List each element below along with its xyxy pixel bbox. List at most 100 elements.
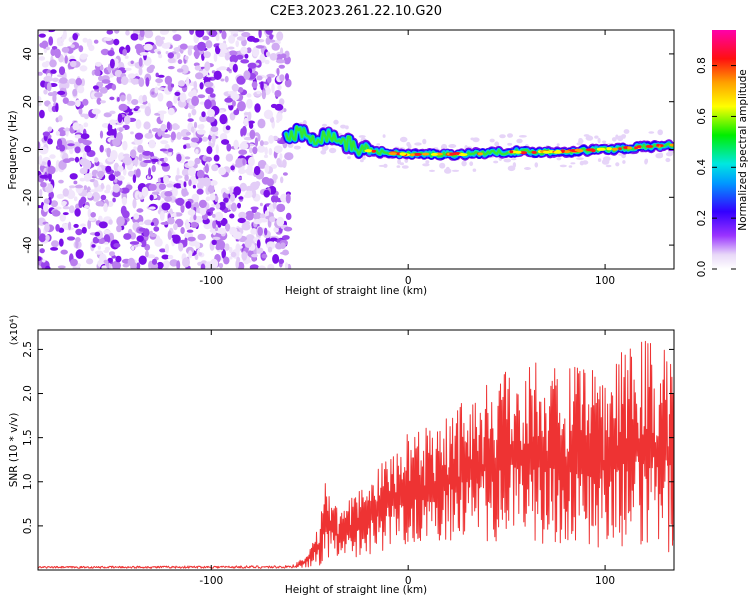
noise-speck	[280, 53, 287, 59]
snr-y-tick-label: 2.0	[22, 385, 34, 402]
noise-speck	[270, 195, 279, 203]
track-halo	[358, 135, 366, 138]
track-halo	[340, 124, 347, 129]
noise-speck	[254, 103, 261, 113]
track-hotspot	[365, 149, 371, 153]
noise-speck	[74, 156, 80, 163]
track-halo	[333, 119, 339, 125]
noise-speck	[125, 30, 130, 36]
noise-speck	[160, 163, 169, 167]
noise-speck	[101, 265, 107, 269]
noise-speck	[127, 73, 136, 79]
track-halo	[597, 137, 601, 144]
noise-speck	[232, 100, 236, 107]
noise-speck	[189, 141, 198, 148]
noise-speck	[234, 162, 243, 168]
noise-speck	[114, 69, 123, 78]
noise-speck	[187, 236, 196, 242]
noise-speck	[259, 202, 263, 207]
noise-speck	[196, 129, 206, 135]
noise-speck	[158, 54, 163, 59]
noise-speck	[51, 210, 61, 217]
track-halo	[382, 134, 386, 138]
noise-speck	[180, 129, 190, 138]
track-halo	[399, 136, 408, 143]
noise-speck	[199, 206, 207, 216]
noise-speck	[136, 208, 144, 213]
noise-speck	[232, 231, 243, 240]
noise-speck	[141, 186, 149, 197]
noise-speck	[181, 168, 190, 177]
noise-speck	[151, 258, 158, 265]
noise-speck	[100, 194, 107, 201]
noise-speck	[135, 105, 140, 110]
colorbar-tick-label: 0.2	[696, 210, 708, 227]
noise-speck	[138, 67, 143, 76]
noise-speck	[249, 129, 256, 140]
noise-speck	[61, 201, 67, 205]
noise-speck	[215, 144, 219, 154]
noise-speck	[151, 91, 155, 95]
noise-speck	[176, 153, 182, 162]
noise-speck	[264, 59, 270, 65]
noise-speck	[263, 109, 273, 120]
noise-speck	[269, 34, 274, 40]
noise-speck	[83, 190, 87, 197]
noise-speck	[221, 139, 230, 145]
noise-speck	[59, 144, 66, 152]
track-halo	[422, 163, 430, 167]
noise-speck	[49, 59, 57, 68]
snr-y-axis-label: SNR (10 * v/v)	[8, 413, 20, 488]
noise-speck	[114, 169, 121, 178]
noise-speck	[122, 168, 127, 176]
noise-speck	[263, 141, 269, 146]
noise-speck	[82, 98, 89, 106]
noise-speck	[184, 156, 191, 160]
noise-speck	[74, 134, 82, 139]
noise-speck	[123, 233, 132, 240]
noise-speck	[211, 133, 216, 144]
noise-speck	[91, 244, 96, 248]
noise-speck	[93, 179, 99, 188]
noise-speck	[124, 67, 132, 71]
noise-speck	[251, 253, 258, 258]
track-hotspot	[627, 146, 633, 150]
noise-speck	[103, 229, 111, 235]
noise-speck	[109, 96, 115, 101]
track-halo	[428, 169, 436, 172]
track-halo	[347, 156, 351, 160]
noise-speck	[218, 167, 227, 176]
noise-speck	[161, 30, 170, 35]
noise-speck	[224, 75, 229, 83]
noise-speck	[284, 78, 292, 88]
noise-speck	[266, 178, 274, 187]
noise-speck	[89, 189, 99, 193]
noise-speck	[276, 203, 286, 213]
track-halo	[602, 140, 607, 144]
noise-speck	[51, 46, 58, 50]
noise-speck	[116, 216, 125, 227]
noise-speck	[113, 243, 121, 248]
noise-speck	[47, 126, 53, 132]
noise-speck	[246, 47, 252, 54]
noise-speck	[99, 65, 104, 71]
track-halo	[601, 159, 610, 165]
track-hotspot	[422, 152, 430, 156]
noise-speck	[202, 177, 212, 187]
track-halo	[322, 123, 327, 127]
track-hotspot	[645, 144, 654, 148]
spectrogram-x-tick-label: 100	[595, 275, 615, 287]
noise-speck	[172, 187, 178, 197]
track-halo	[665, 157, 671, 163]
noise-speck	[167, 230, 172, 241]
colorbar-gradient	[712, 30, 736, 269]
noise-speck	[251, 47, 260, 57]
noise-speck	[38, 96, 42, 103]
track-halo	[293, 145, 301, 150]
track-hotspot	[597, 147, 606, 151]
noise-speck	[199, 101, 205, 105]
spectrogram-x-ticks: -100 0 100	[199, 30, 615, 287]
noise-speck	[274, 103, 284, 111]
noise-speck	[201, 111, 206, 118]
